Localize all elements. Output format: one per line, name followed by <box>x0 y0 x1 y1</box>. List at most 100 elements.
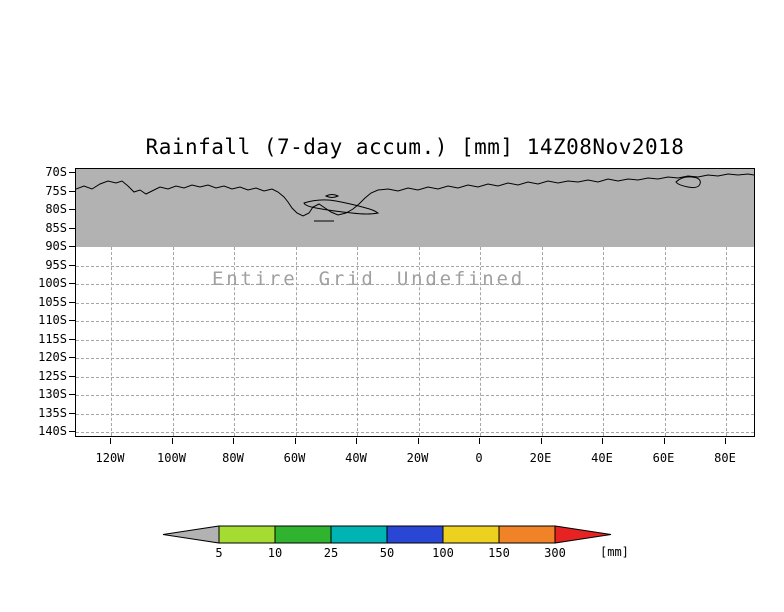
y-tick-mark <box>69 394 75 395</box>
coastline-small-island <box>324 194 340 198</box>
colorbar-svg <box>162 525 612 544</box>
colorbar-band <box>274 525 332 544</box>
x-tick-label: 40E <box>591 451 613 465</box>
x-tick-label: 80E <box>714 451 736 465</box>
x-tick-mark <box>663 438 665 444</box>
x-tick-mark <box>233 438 234 444</box>
vertical-gridline <box>234 247 235 436</box>
vertical-gridline <box>541 247 543 436</box>
vertical-gridline <box>418 247 420 436</box>
vertical-gridline <box>111 247 112 436</box>
y-tick-label: 95S <box>45 257 67 272</box>
colorbar-tick-label: 300 <box>544 546 566 560</box>
x-tick-mark <box>540 438 542 444</box>
y-tick-mark <box>69 375 75 377</box>
x-tick-label: 100W <box>157 451 186 465</box>
colorbar-left-arrow <box>162 525 220 544</box>
vertical-gridline <box>295 247 297 436</box>
x-tick-label: 40W <box>345 451 367 465</box>
y-tick-label: 85S <box>45 220 67 235</box>
x-tick-mark <box>725 438 726 444</box>
colorbar-tick-label: 50 <box>379 546 395 560</box>
x-tick-label: 80W <box>222 451 244 465</box>
x-tick-label: 20E <box>529 451 552 465</box>
horizontal-gridline <box>76 302 754 304</box>
coastline-contours <box>76 173 754 222</box>
colorbar-tick-label: 5 <box>215 546 223 560</box>
plot-area: Entire Grid Undefined <box>75 168 755 437</box>
y-tick-label: 120S <box>38 350 67 364</box>
colorbar-legend: 5 10 25 50 100 150 300 [mm] <box>160 524 680 569</box>
x-tick-mark <box>171 438 173 444</box>
x-tick-mark <box>479 438 480 444</box>
horizontal-gridline <box>76 413 754 415</box>
vertical-gridline <box>603 247 604 436</box>
x-tick-mark <box>294 438 296 444</box>
horizontal-gridline <box>76 395 754 396</box>
coastline-main <box>76 173 754 217</box>
colorbar-band <box>442 525 500 544</box>
undefined-message: Entire Grid Undefined <box>212 268 526 290</box>
y-tick-label: 130S <box>38 387 67 401</box>
x-tick-label: 60W <box>283 451 306 465</box>
vertical-gridline <box>357 247 358 436</box>
y-tick-label: 140S <box>38 424 67 438</box>
y-tick-label: 125S <box>38 368 67 383</box>
colorbar-unit-label: [mm] <box>600 545 629 559</box>
y-tick-label: 80S <box>45 202 67 216</box>
horizontal-gridline <box>76 376 754 378</box>
y-tick-mark <box>69 190 75 192</box>
colorbar-band <box>498 525 556 544</box>
x-tick-label: 0 <box>475 451 483 465</box>
vertical-gridline <box>726 247 727 436</box>
y-tick-label: 115S <box>38 331 67 346</box>
y-tick-mark <box>69 320 75 321</box>
x-tick-mark <box>417 438 419 444</box>
y-tick-label: 100S <box>38 276 67 290</box>
shaded-region-70s-90s <box>76 169 754 247</box>
horizontal-gridline <box>76 284 754 285</box>
y-tick-label: 70S <box>45 165 67 179</box>
y-tick-mark <box>69 431 75 432</box>
y-tick-mark <box>69 172 75 173</box>
colorbar-right-arrow <box>554 525 612 544</box>
y-tick-mark <box>69 338 75 340</box>
x-tick-mark <box>602 438 603 444</box>
x-tick-mark <box>356 438 357 444</box>
coastline-island-chain <box>303 199 380 215</box>
colorbar-tick-label: 25 <box>323 546 339 560</box>
y-tick-mark <box>69 246 75 247</box>
x-tick-mark <box>110 438 111 444</box>
y-tick-label: 75S <box>45 183 67 198</box>
horizontal-gridline <box>76 358 754 359</box>
gridlines <box>76 169 754 436</box>
plot-title: Rainfall (7-day accum.) [mm] 14Z08Nov201… <box>145 135 685 159</box>
horizontal-gridline <box>76 321 754 322</box>
y-tick-mark <box>69 227 75 229</box>
y-tick-mark <box>69 412 75 414</box>
y-tick-mark <box>69 283 75 284</box>
colorbar-band <box>386 525 444 544</box>
vertical-gridline <box>480 247 481 436</box>
y-tick-mark <box>69 264 75 266</box>
horizontal-gridline <box>76 339 754 341</box>
colorbar-tick-label: 100 <box>432 546 454 560</box>
horizontal-gridline <box>76 432 754 433</box>
vertical-gridline <box>664 247 666 436</box>
coastline-east-island <box>675 176 701 189</box>
colorbar-tick-label: 150 <box>488 546 510 560</box>
colorbar-tick-label: 10 <box>267 546 283 560</box>
y-tick-label: 105S <box>38 294 67 309</box>
y-tick-label: 135S <box>38 405 67 420</box>
colorbar-band <box>218 525 276 544</box>
y-tick-label: 90S <box>45 239 67 253</box>
colorbar-band <box>330 525 388 544</box>
x-tick-label: 60E <box>652 451 675 465</box>
y-tick-mark <box>69 209 75 210</box>
x-tick-label: 120W <box>95 451 125 465</box>
y-tick-mark <box>69 357 75 358</box>
y-tick-mark <box>69 301 75 303</box>
horizontal-gridline <box>76 265 754 267</box>
y-tick-label: 110S <box>38 313 67 327</box>
